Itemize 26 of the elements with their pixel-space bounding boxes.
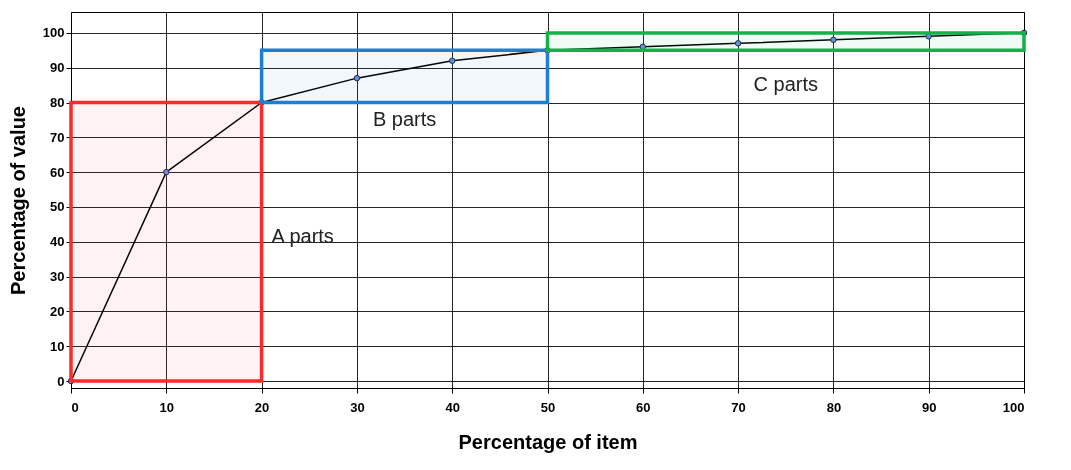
x-tick-label: 80: [826, 399, 842, 415]
x-tick-label: 40: [445, 399, 460, 415]
y-tick-label: 10: [50, 338, 65, 354]
y-tick-label: 50: [50, 199, 65, 215]
x-tick-label: 60: [636, 399, 651, 415]
y-tick-label: 90: [50, 60, 65, 76]
x-tick-label: 0: [71, 399, 79, 415]
y-tick-label: 40: [50, 234, 65, 250]
y-tick-label: 70: [50, 129, 65, 145]
x-tick-label: 70: [731, 399, 746, 415]
x-tick-label: 10: [159, 399, 175, 415]
x-tick-label: 30: [350, 399, 365, 415]
x-tick-label: 100: [1002, 399, 1025, 415]
y-tick-label: 80: [50, 95, 65, 111]
y-tick-label: 100: [42, 25, 65, 41]
y-axis-title: Percentage of value: [6, 106, 29, 295]
y-tick-label: 0: [57, 373, 65, 389]
x-tick-label: 50: [540, 399, 556, 415]
y-tick-label: 30: [50, 269, 65, 285]
band-label: C parts: [753, 73, 818, 96]
x-tick-label: 20: [254, 399, 270, 415]
band-label: B parts: [372, 107, 437, 130]
x-axis-title: Percentage of item: [458, 430, 638, 453]
y-tick-label: 20: [50, 303, 65, 319]
y-tick-label: 60: [50, 164, 65, 180]
x-tick-label: 90: [921, 399, 937, 415]
